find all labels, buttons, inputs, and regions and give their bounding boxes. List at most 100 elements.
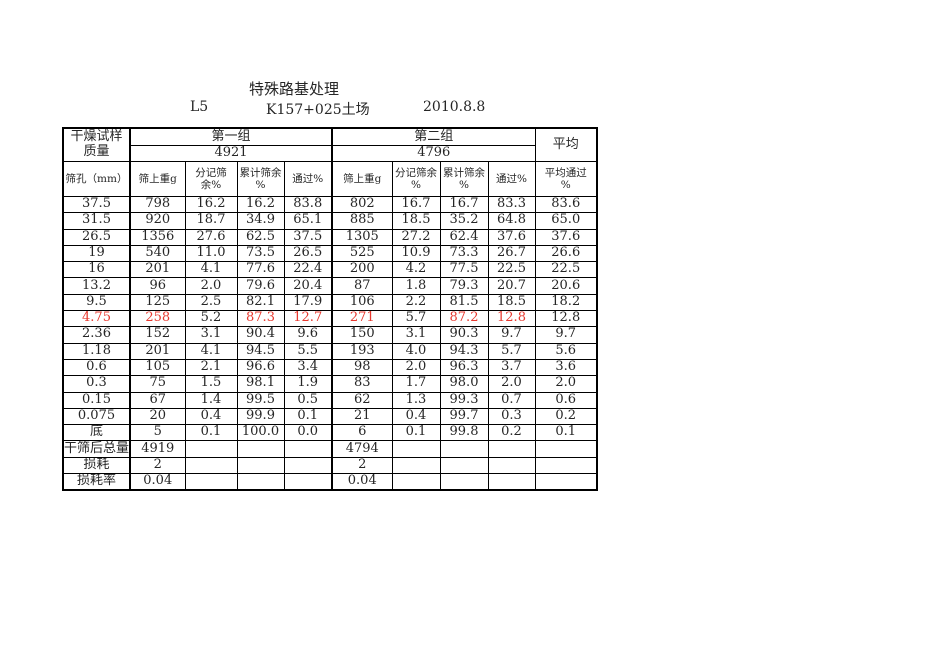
data-cell[interactable]: 4.2 xyxy=(391,261,441,279)
data-cell[interactable]: 81.5 xyxy=(439,293,489,312)
average-cell[interactable]: 26.6 xyxy=(534,244,598,263)
data-cell[interactable]: 37.6 xyxy=(487,228,536,246)
data-cell[interactable]: 77.6 xyxy=(236,261,285,279)
data-cell[interactable]: 193 xyxy=(331,342,393,360)
data-cell[interactable]: 2.0 xyxy=(184,277,238,295)
empty-cell[interactable] xyxy=(236,456,285,474)
data-cell[interactable]: 5.5 xyxy=(283,342,333,360)
group2-header[interactable]: 第二组 xyxy=(331,127,536,146)
data-cell[interactable]: 12.8 xyxy=(487,310,536,328)
col-header-cumulative-g1[interactable]: 累计筛余 % xyxy=(236,160,285,197)
data-cell[interactable]: 2.2 xyxy=(391,293,441,312)
data-cell[interactable]: 2.0 xyxy=(487,375,536,393)
empty-cell[interactable] xyxy=(283,456,333,474)
data-cell[interactable]: 258 xyxy=(129,310,186,328)
data-cell[interactable]: 87.3 xyxy=(236,310,285,328)
data-cell[interactable]: 150 xyxy=(331,326,393,344)
empty-cell[interactable] xyxy=(184,456,238,474)
col-header-weight-g1[interactable]: 筛上重g xyxy=(129,160,186,197)
data-cell[interactable]: 6 xyxy=(331,424,393,442)
data-cell[interactable]: 16.2 xyxy=(236,195,285,214)
data-cell[interactable]: 75 xyxy=(129,375,186,393)
empty-cell[interactable] xyxy=(283,440,333,458)
data-cell[interactable]: 1356 xyxy=(129,228,186,246)
data-cell[interactable]: 37.5 xyxy=(283,228,333,246)
empty-cell[interactable] xyxy=(184,472,238,491)
data-cell[interactable]: 1305 xyxy=(331,228,393,246)
group2-mass-cell[interactable]: 4796 xyxy=(331,145,536,162)
data-cell[interactable]: 20.7 xyxy=(487,277,536,295)
sieve-size-cell[interactable]: 13.2 xyxy=(62,277,131,295)
average-cell[interactable]: 0.6 xyxy=(534,391,598,409)
data-cell[interactable]: 26.5 xyxy=(283,244,333,263)
data-cell[interactable]: 16.7 xyxy=(391,195,441,214)
empty-cell[interactable] xyxy=(439,440,489,458)
col-header-passing-g2[interactable]: 通过% xyxy=(487,160,536,197)
dry-sample-mass-header[interactable]: 干燥试样 质量 xyxy=(62,127,131,162)
average-header[interactable]: 平均 xyxy=(534,127,598,162)
summary-label-cell[interactable]: 损耗 xyxy=(62,456,131,474)
data-cell[interactable]: 99.9 xyxy=(236,407,285,426)
data-cell[interactable]: 2.1 xyxy=(184,358,238,377)
empty-cell[interactable] xyxy=(487,440,536,458)
data-cell[interactable]: 200 xyxy=(331,261,393,279)
data-cell[interactable]: 9.6 xyxy=(283,326,333,344)
data-cell[interactable]: 73.3 xyxy=(439,244,489,263)
average-cell[interactable]: 18.2 xyxy=(534,293,598,312)
data-cell[interactable]: 18.7 xyxy=(184,212,238,230)
summary-value-cell[interactable]: 2 xyxy=(129,456,186,474)
data-cell[interactable]: 152 xyxy=(129,326,186,344)
average-cell[interactable]: 37.6 xyxy=(534,228,598,246)
data-cell[interactable]: 16.2 xyxy=(184,195,238,214)
data-cell[interactable]: 79.3 xyxy=(439,277,489,295)
average-cell[interactable]: 9.7 xyxy=(534,326,598,344)
data-cell[interactable]: 83 xyxy=(331,375,393,393)
sieve-size-cell[interactable]: 37.5 xyxy=(62,195,131,214)
data-cell[interactable]: 201 xyxy=(129,342,186,360)
data-cell[interactable]: 1.7 xyxy=(391,375,441,393)
summary-value-cell[interactable]: 4919 xyxy=(129,440,186,458)
group1-mass-cell[interactable]: 4921 xyxy=(129,145,333,162)
data-cell[interactable]: 0.4 xyxy=(391,407,441,426)
data-cell[interactable]: 2.0 xyxy=(391,358,441,377)
empty-cell[interactable] xyxy=(391,472,441,491)
group1-header[interactable]: 第一组 xyxy=(129,127,333,146)
data-cell[interactable]: 17.9 xyxy=(283,293,333,312)
average-cell[interactable]: 3.6 xyxy=(534,358,598,377)
data-cell[interactable]: 34.9 xyxy=(236,212,285,230)
empty-cell[interactable] xyxy=(439,472,489,491)
sieve-size-cell[interactable]: 1.18 xyxy=(62,342,131,360)
data-cell[interactable]: 1.9 xyxy=(283,375,333,393)
data-cell[interactable]: 0.7 xyxy=(487,391,536,409)
data-cell[interactable]: 27.2 xyxy=(391,228,441,246)
data-cell[interactable]: 98 xyxy=(331,358,393,377)
average-cell[interactable]: 83.6 xyxy=(534,195,598,214)
data-cell[interactable]: 90.4 xyxy=(236,326,285,344)
data-cell[interactable]: 798 xyxy=(129,195,186,214)
data-cell[interactable]: 0.0 xyxy=(283,424,333,442)
data-cell[interactable]: 1.5 xyxy=(184,375,238,393)
data-cell[interactable]: 96.3 xyxy=(439,358,489,377)
data-cell[interactable]: 9.7 xyxy=(487,326,536,344)
data-cell[interactable]: 1.3 xyxy=(391,391,441,409)
data-cell[interactable]: 0.1 xyxy=(184,424,238,442)
summary-value-cell[interactable]: 4794 xyxy=(331,440,393,458)
data-cell[interactable]: 18.5 xyxy=(391,212,441,230)
average-cell[interactable]: 2.0 xyxy=(534,375,598,393)
data-cell[interactable]: 3.7 xyxy=(487,358,536,377)
data-cell[interactable]: 12.7 xyxy=(283,310,333,328)
data-cell[interactable]: 11.0 xyxy=(184,244,238,263)
empty-cell[interactable] xyxy=(487,456,536,474)
empty-cell[interactable] xyxy=(487,472,536,491)
empty-cell[interactable] xyxy=(391,456,441,474)
data-cell[interactable]: 90.3 xyxy=(439,326,489,344)
data-cell[interactable]: 1.4 xyxy=(184,391,238,409)
data-cell[interactable]: 62.4 xyxy=(439,228,489,246)
data-cell[interactable]: 99.5 xyxy=(236,391,285,409)
sieve-size-cell[interactable]: 0.6 xyxy=(62,358,131,377)
data-cell[interactable]: 525 xyxy=(331,244,393,263)
col-header-cumulative-g2[interactable]: 累计筛余 % xyxy=(439,160,489,197)
data-cell[interactable]: 4.1 xyxy=(184,342,238,360)
empty-cell[interactable] xyxy=(439,456,489,474)
data-cell[interactable]: 18.5 xyxy=(487,293,536,312)
